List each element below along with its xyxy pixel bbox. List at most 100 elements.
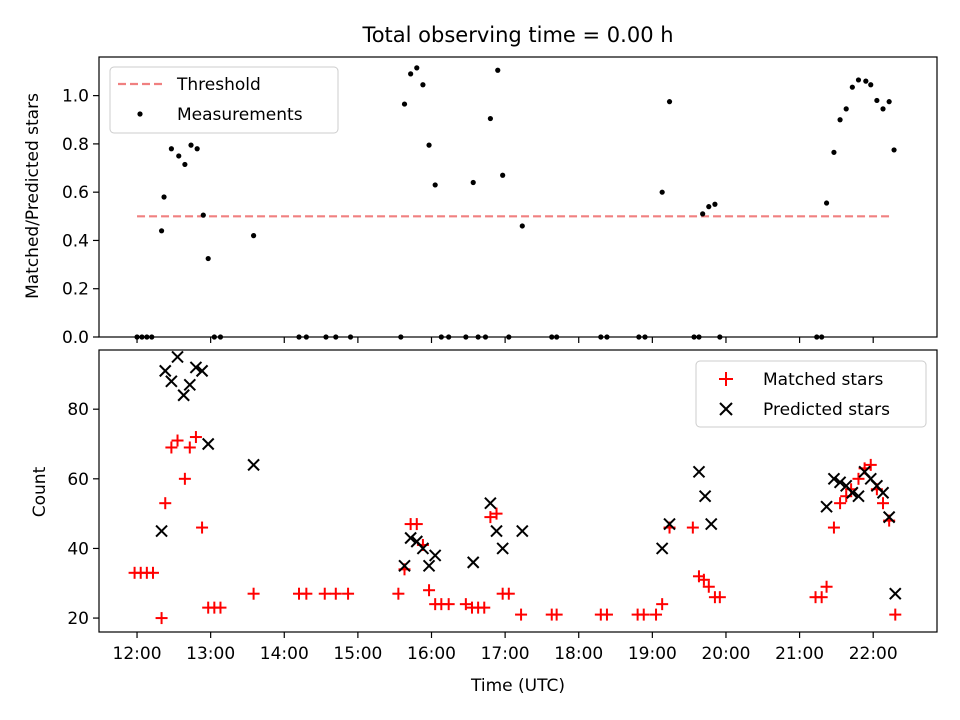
- measurement-point: [182, 161, 188, 168]
- time-x-tick-label: 18:00: [554, 644, 603, 664]
- count-y-tick-label: 20: [67, 609, 89, 629]
- measurement-point: [843, 106, 849, 112]
- predicted-star-point: [692, 465, 706, 479]
- measurement-point: [706, 204, 712, 210]
- ratio-plot-area: [134, 65, 897, 340]
- predicted-star-point: [159, 364, 172, 378]
- measurement-point: [432, 182, 438, 188]
- predicted-star-point: [882, 510, 896, 524]
- predicted-star-point: [698, 490, 712, 503]
- matched-star-point: [600, 608, 613, 621]
- matched-star-point: [656, 598, 669, 611]
- ratio-y-axis: 0.0 0.2 0.4 0.6 0.8 1.0: [62, 87, 874, 348]
- count-y-tick-label: 60: [67, 470, 89, 490]
- measurement-point: [426, 142, 432, 148]
- matched-star-point: [247, 587, 260, 600]
- count-y-tick-label: 80: [67, 400, 89, 420]
- matched-star-point: [423, 584, 436, 597]
- ratio-legend: Threshold Measurements: [109, 66, 339, 134]
- matched-star-point: [820, 580, 833, 593]
- measurement-point: [837, 117, 843, 123]
- ratio-y-tick-label: 0.4: [62, 231, 89, 251]
- predicted-star-point: [171, 350, 184, 364]
- matched-star-point: [864, 458, 877, 471]
- time-x-tick-label: 22:00: [849, 644, 898, 664]
- chart-title: Total observing time = 0.00 h: [361, 23, 673, 47]
- matched-star-point: [178, 472, 191, 485]
- measurements-legend-label: Measurements: [177, 105, 303, 125]
- predicted-star-point: [833, 476, 847, 489]
- measurement-point: [855, 77, 862, 83]
- time-x-axis: 12:00 13:00 14:00 15:00 16:00 17:00 18:00 19:00…: [113, 632, 898, 664]
- matched-star-point: [189, 431, 202, 444]
- time-x-tick-label: 13:00: [186, 644, 235, 664]
- predicted-star-point: [247, 458, 260, 472]
- measurement-point: [863, 78, 869, 84]
- matched-star-point: [146, 566, 159, 579]
- predicted-star-point: [404, 531, 417, 545]
- matched-star-point: [442, 598, 455, 611]
- predicted-star-point: [183, 378, 197, 392]
- matched-star-point: [889, 608, 902, 621]
- predicted-star-point: [165, 375, 178, 388]
- matched-star-point: [550, 608, 563, 621]
- measurement-point: [495, 67, 501, 73]
- matched-star-point: [827, 521, 840, 534]
- measurement-point: [519, 223, 525, 229]
- ratio-y-tick-label: 0.2: [62, 280, 89, 300]
- count-plot-area: [128, 350, 902, 625]
- predicted-star-point: [876, 486, 890, 499]
- predicted-legend-marker: [719, 402, 733, 416]
- matched-star-point: [214, 601, 227, 614]
- time-x-tick-label: 16:00: [407, 644, 456, 664]
- matched-star-point: [637, 608, 650, 621]
- predicted-star-point: [189, 361, 203, 374]
- measurement-point: [849, 84, 855, 90]
- matched-star-point: [159, 497, 172, 510]
- measurement-point: [500, 172, 506, 178]
- matched-star-point: [702, 580, 715, 593]
- predicted-star-point: [398, 559, 411, 573]
- matched-star-point: [697, 573, 710, 586]
- matched-star-point: [650, 608, 663, 621]
- predicted-star-point: [416, 542, 430, 555]
- matched-star-point: [815, 591, 828, 604]
- matched-star-point: [713, 591, 726, 604]
- matched-star-point: [877, 497, 890, 510]
- predicted-star-point: [484, 496, 497, 510]
- measurement-point: [891, 147, 897, 153]
- measurement-point: [168, 146, 174, 152]
- predicted-star-point: [820, 500, 833, 513]
- matched-star-point: [329, 587, 342, 600]
- time-x-tick-label: 21:00: [775, 644, 824, 664]
- predicted-star-point: [705, 517, 718, 531]
- matched-star-point: [852, 472, 865, 485]
- matched-star-point: [478, 601, 491, 614]
- measurement-point: [401, 101, 408, 107]
- measurement-point: [712, 201, 718, 207]
- measurement-point: [200, 212, 206, 218]
- predicted-star-point: [490, 524, 503, 538]
- ratio-axes-frame: [98, 56, 938, 338]
- matched-star-point: [686, 521, 699, 534]
- measurement-point: [659, 189, 665, 195]
- predicted-star-point: [827, 472, 841, 486]
- matched-legend-marker: [719, 372, 733, 386]
- measurement-point: [250, 233, 257, 239]
- matched-star-point: [502, 587, 515, 600]
- count-legend: Matched stars Predicted stars: [695, 360, 927, 428]
- matched-star-point: [171, 434, 184, 447]
- predicted-legend-label: Predicted stars: [763, 400, 890, 420]
- ratio-y-tick-label: 0.0: [62, 328, 89, 348]
- measurement-point: [886, 99, 892, 105]
- measurement-point: [700, 211, 706, 217]
- measurement-point: [188, 142, 194, 148]
- count-axes-frame: [98, 349, 938, 633]
- count-legend-box: [695, 360, 927, 428]
- time-x-tick-label: 12:00: [113, 644, 162, 664]
- predicted-star-point: [422, 559, 436, 573]
- predicted-star-point: [195, 364, 209, 378]
- predicted-star-point: [663, 517, 676, 531]
- predicted-star-point: [428, 549, 442, 562]
